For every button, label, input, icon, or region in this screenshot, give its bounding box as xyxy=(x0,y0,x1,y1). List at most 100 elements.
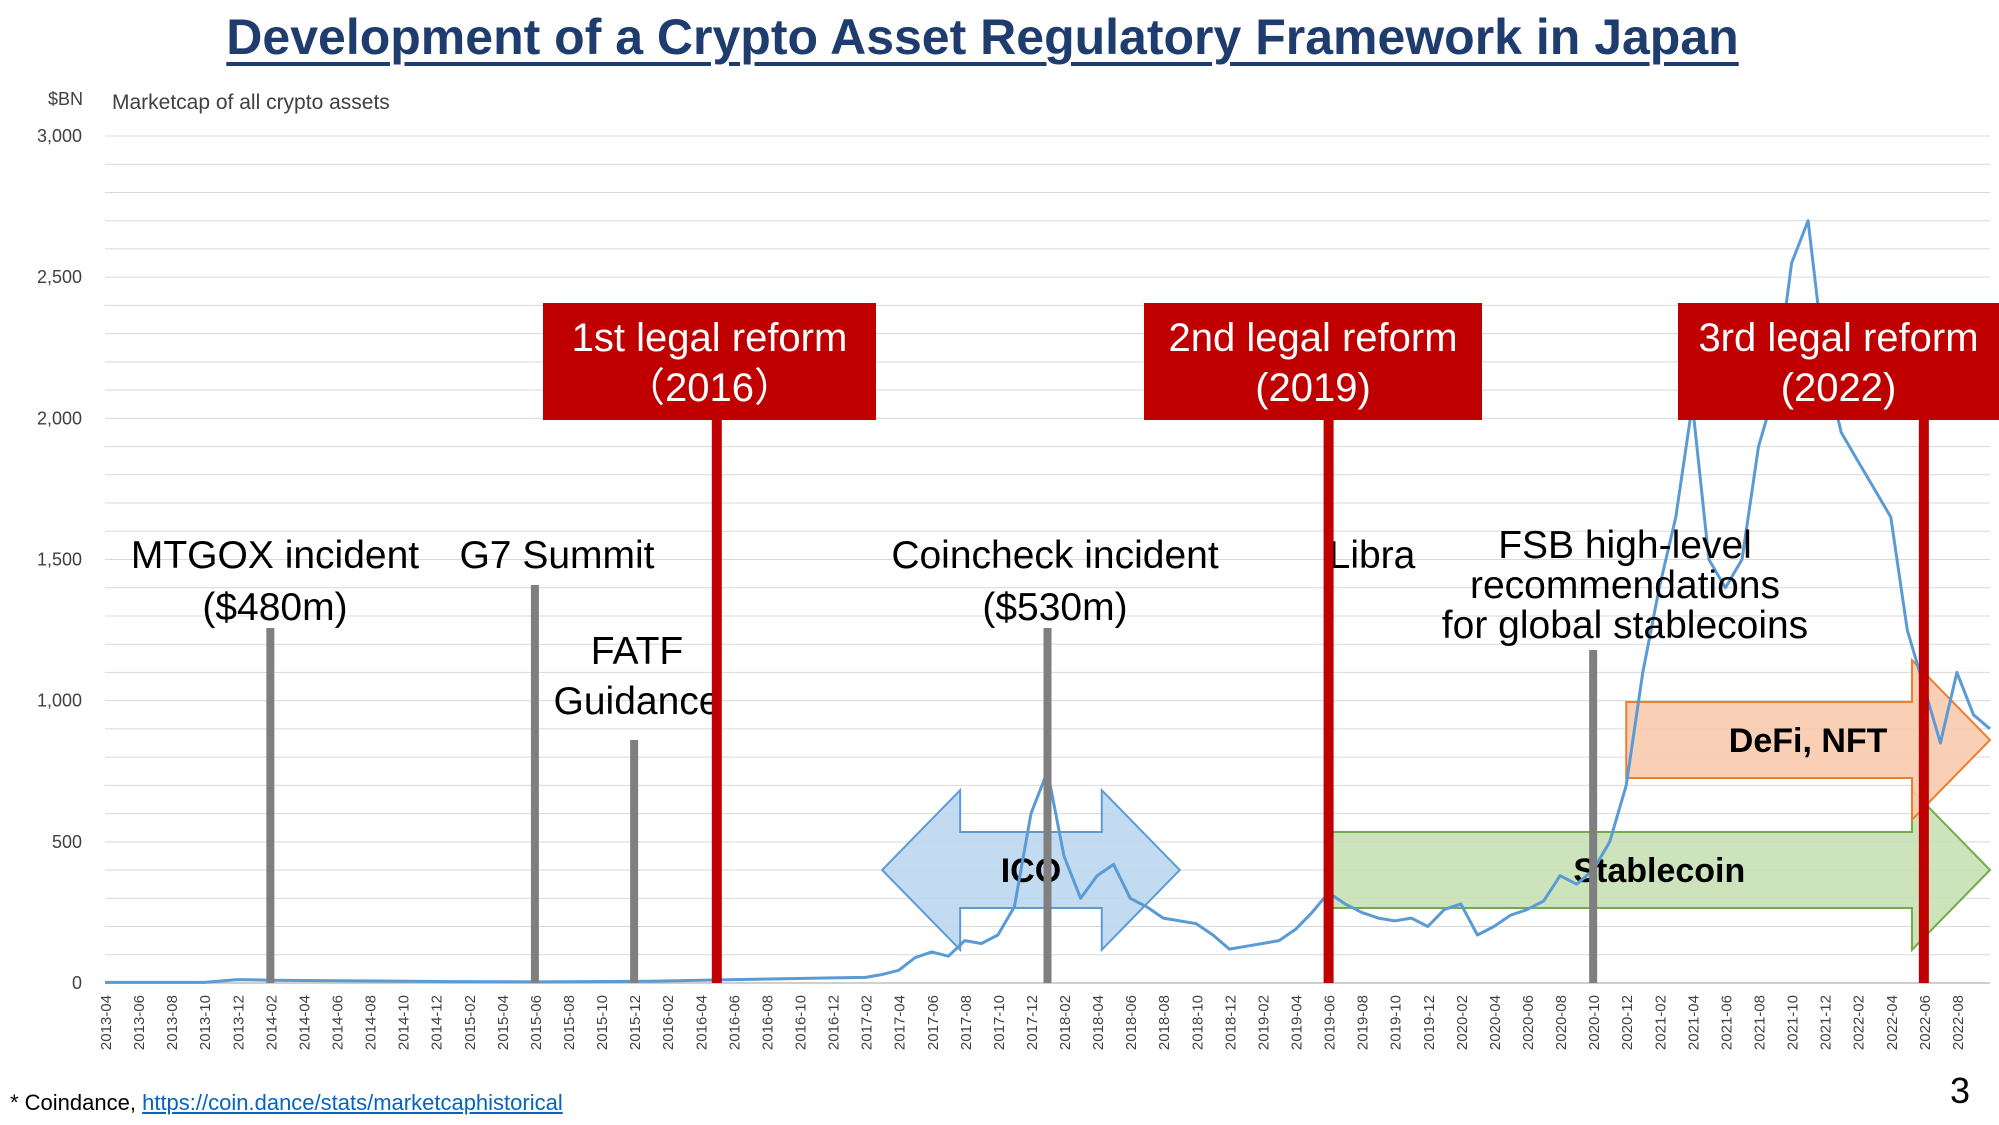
event-bar xyxy=(1043,628,1052,983)
x-tick-label: 2020-12 xyxy=(1619,995,1636,1050)
x-tick-label: 2018-10 xyxy=(1189,995,1206,1050)
reform-box xyxy=(1144,303,1482,420)
y-tick-label: 1,000 xyxy=(37,691,82,711)
x-tick-label: 2021-02 xyxy=(1652,995,1669,1050)
y-tick-label: 3,000 xyxy=(37,126,82,146)
page-number: 3 xyxy=(1950,1070,1971,1111)
reform-box xyxy=(1678,303,1999,420)
x-tick-label: 2014-12 xyxy=(429,995,446,1050)
event-label: recommendations xyxy=(1470,564,1780,607)
y-tick-label: 500 xyxy=(52,832,82,852)
x-tick-label: 2018-12 xyxy=(1222,995,1239,1050)
footnote: * Coindance, https://coin.dance/stats/ma… xyxy=(10,1090,563,1116)
event-bar xyxy=(266,628,275,983)
x-tick-label: 2013-04 xyxy=(98,995,115,1050)
reform-label: 3rd legal reform xyxy=(1698,316,1978,360)
event-bar xyxy=(530,585,539,983)
x-tick-label: 2014-06 xyxy=(329,995,346,1050)
source-link[interactable]: https://coin.dance/stats/marketcaphistor… xyxy=(142,1090,563,1115)
event-label: Coincheck incident xyxy=(891,534,1219,577)
y-tick-label: 0 xyxy=(72,973,82,993)
stablecoin-arrow-label: Stablecoin xyxy=(1573,852,1745,890)
x-tick-label: 2019-02 xyxy=(1255,995,1272,1050)
reform-label: 1st legal reform xyxy=(572,316,848,360)
x-tick-label: 2013-06 xyxy=(131,995,148,1050)
x-tick-label: 2021-08 xyxy=(1752,995,1769,1050)
y-tick-label: 1,500 xyxy=(37,550,82,570)
reform-label: (2019) xyxy=(1255,366,1371,410)
y-tick-label: 2,500 xyxy=(37,267,82,287)
x-tick-label: 2022-08 xyxy=(1950,995,1967,1050)
event-label: G7 Summit xyxy=(459,534,654,577)
event-label: ($530m) xyxy=(982,586,1127,629)
x-tick-label: 2016-10 xyxy=(792,995,809,1050)
y-tick-label: 2,000 xyxy=(37,408,82,428)
x-tick-label: 2016-12 xyxy=(826,995,843,1050)
x-tick-label: 2015-10 xyxy=(594,995,611,1050)
x-tick-label: 2017-06 xyxy=(925,995,942,1050)
footnote-prefix: * Coindance, xyxy=(10,1090,143,1115)
event-label: MTGOX incident xyxy=(131,534,419,577)
x-tick-label: 2015-02 xyxy=(462,995,479,1050)
event-label: Libra xyxy=(1329,534,1416,577)
event-label: Guidance xyxy=(554,680,721,723)
x-tick-label: 2017-12 xyxy=(1024,995,1041,1050)
event-bar xyxy=(1589,650,1598,983)
x-tick-label: 2018-08 xyxy=(1156,995,1173,1050)
ico-arrow xyxy=(880,787,1182,953)
reform-label: (2022) xyxy=(1781,366,1897,410)
event-label: FSB high-level xyxy=(1498,524,1752,567)
x-tick-label: 2016-02 xyxy=(660,995,677,1050)
reform-box xyxy=(543,303,876,420)
x-tick-label: 2019-08 xyxy=(1355,995,1372,1050)
x-tick-label: 2020-10 xyxy=(1586,995,1603,1050)
chart-subtitle: Marketcap of all crypto assets xyxy=(112,91,390,114)
x-tick-label: 2017-10 xyxy=(991,995,1008,1050)
x-tick-label: 2015-12 xyxy=(627,995,644,1050)
reform-line xyxy=(711,400,722,983)
event-markers: MTGOX incident ($480m) G7 Summit FATF Guidan… xyxy=(131,524,1808,983)
x-tick-label: 2019-04 xyxy=(1289,995,1306,1050)
x-tick-label: 2021-06 xyxy=(1718,995,1735,1050)
event-label: for global stablecoins xyxy=(1442,604,1808,647)
x-tick-label: 2020-02 xyxy=(1454,995,1471,1050)
event-label: FATF xyxy=(591,630,683,673)
reform-label: （2016） xyxy=(625,366,794,410)
page-title: Development of a Crypto Asset Regulatory… xyxy=(226,9,1739,65)
x-tick-label: 2015-04 xyxy=(495,995,512,1050)
x-tick-label: 2017-02 xyxy=(859,995,876,1050)
ico-arrow-label: ICO xyxy=(1001,852,1061,890)
reform-label: 2nd legal reform xyxy=(1168,316,1457,360)
x-tick-label: 2017-04 xyxy=(892,995,909,1050)
x-tick-label: 2021-12 xyxy=(1818,995,1835,1050)
reform-line xyxy=(1918,400,1929,983)
x-tick-label: 2021-10 xyxy=(1785,995,1802,1050)
x-tick-label: 2020-04 xyxy=(1487,995,1504,1050)
defi-nft-arrow-label: DeFi, NFT xyxy=(1729,722,1888,760)
x-tick-label: 2018-04 xyxy=(1090,995,1107,1050)
x-tick-label: 2021-04 xyxy=(1685,995,1702,1050)
x-tick-label: 2015-08 xyxy=(561,995,578,1050)
event-bar xyxy=(630,740,639,983)
x-tick-label: 2022-06 xyxy=(1917,995,1934,1050)
x-tick-label: 2018-02 xyxy=(1057,995,1074,1050)
x-tick-label: 2022-02 xyxy=(1851,995,1868,1050)
x-tick-label: 2020-06 xyxy=(1520,995,1537,1050)
x-tick-label: 2014-08 xyxy=(363,995,380,1050)
x-tick-label: 2019-12 xyxy=(1421,995,1438,1050)
x-tick-label: 2016-04 xyxy=(693,995,710,1050)
x-tick-label: 2014-04 xyxy=(296,995,313,1050)
x-tick-label: 2014-10 xyxy=(396,995,413,1050)
reform-markers: 1st legal reform （2016） 2nd legal reform (2… xyxy=(543,303,1999,983)
x-tick-label: 2013-08 xyxy=(164,995,181,1050)
y-axis-label: $BN xyxy=(48,89,83,109)
reform-line xyxy=(1323,400,1334,983)
x-tick-label: 2018-06 xyxy=(1123,995,1140,1050)
x-tick-label: 2016-08 xyxy=(759,995,776,1050)
stablecoin-arrow xyxy=(1327,787,1992,953)
defi-nft-arrow xyxy=(1625,657,1992,823)
x-tick-label: 2020-08 xyxy=(1553,995,1570,1050)
x-tick-label: 2015-06 xyxy=(528,995,545,1050)
event-label: ($480m) xyxy=(202,586,347,629)
